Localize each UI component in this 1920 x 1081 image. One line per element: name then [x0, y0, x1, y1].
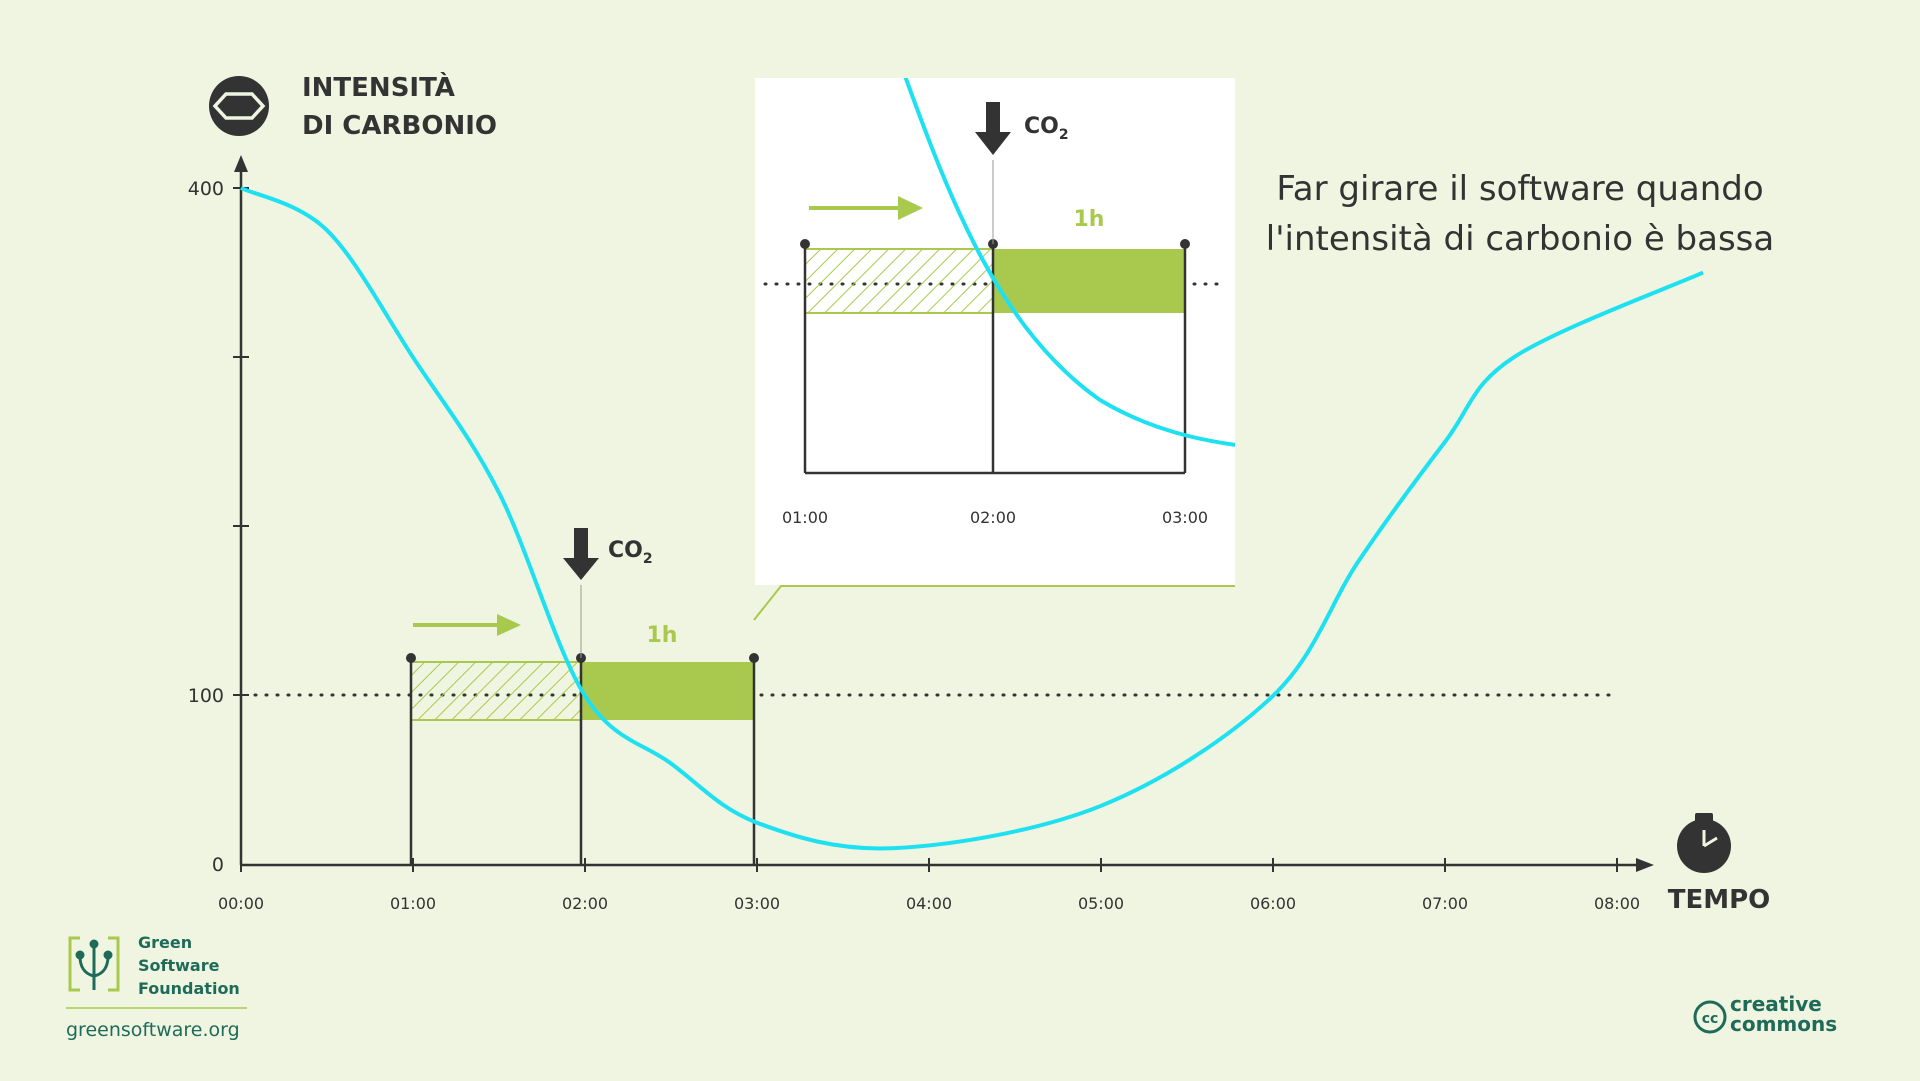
gsf-bracket-left: [68, 936, 80, 992]
gsf-bracket-right: [108, 936, 120, 992]
zoom-inset: 1h CO2 01:00 02:00 03:00: [755, 78, 1235, 585]
shifted-job-bar: [581, 662, 754, 720]
stopwatch-icon: [1677, 813, 1731, 873]
x-axis-arrow: [1636, 858, 1654, 872]
inset-x-tick-label: 02:00: [970, 508, 1016, 527]
y-tick-label-400: 400: [188, 178, 224, 200]
job-point: [749, 653, 759, 663]
co2-down-arrow-icon: [563, 528, 599, 580]
x-axis-title: TEMPO: [1668, 885, 1771, 915]
cc-line2: commons: [1730, 1012, 1837, 1036]
y-tick-label-100: 100: [188, 685, 224, 707]
message-line1: Far girare il software quando: [1276, 169, 1763, 209]
inset-duration-label: 1h: [1074, 207, 1105, 232]
gsf-tree-icon: [75, 939, 113, 990]
cc-badge-icon: [1693, 1000, 1727, 1034]
inset-shift-arrow-icon: [898, 196, 923, 220]
gsf-name-line2: Software: [138, 956, 220, 975]
cc-line1: creative: [1730, 992, 1822, 1016]
inset-carbon-curve: [903, 78, 1235, 447]
original-window-hatched: [410, 661, 582, 721]
x-tick-label: 04:00: [906, 894, 952, 913]
x-tick-label: 02:00: [562, 894, 608, 913]
inset-panel: [755, 78, 1235, 585]
y-axis-title-line1: INTENSITÀ: [302, 71, 455, 103]
x-tick-label: 08:00: [1594, 894, 1640, 913]
inset-co2-label: CO2: [1024, 114, 1069, 143]
y-axis-title-line2: DI CARBONIO: [302, 111, 497, 141]
gsf-name-line3: Foundation: [138, 979, 240, 998]
x-tick-label: 05:00: [1078, 894, 1124, 913]
carbon-intensity-header: INTENSITÀ DI CARBONIO: [209, 71, 497, 141]
axes: 00:00 01:00 02:00 03:00 04:00 05:00 06:00 07:00…: [188, 155, 1654, 913]
gsf-url: greensoftware.org: [66, 1019, 240, 1041]
y-axis-arrow: [234, 155, 248, 172]
inset-job-point: [800, 239, 810, 249]
x-tick-label: 06:00: [1250, 894, 1296, 913]
inset-shifted-job-bar: [993, 249, 1185, 313]
inset-co2-down-arrow-icon: [975, 102, 1011, 155]
inset-connector: [753, 585, 1235, 621]
gsf-name-line1: Green: [138, 933, 192, 952]
x-tick-label: 01:00: [390, 894, 436, 913]
job-duration-label: 1h: [647, 623, 678, 648]
inset-job-point: [1180, 239, 1190, 249]
inset-x-tick-label: 01:00: [782, 508, 828, 527]
x-ticks: 00:00 01:00 02:00 03:00 04:00 05:00 06:00 07:00…: [218, 858, 1640, 913]
message-line2: l'intensità di carbonio è bassa: [1266, 219, 1774, 259]
carbon-intensity-curve: [240, 186, 1704, 851]
job-point: [406, 653, 416, 663]
job-schedule: 1h CO2: [406, 528, 759, 865]
x-tick-label: 07:00: [1422, 894, 1468, 913]
gsf-logo: Green Software Foundation greensoftware.…: [66, 933, 247, 1041]
x-tick-label: 00:00: [218, 894, 264, 913]
hexagon-icon: [212, 92, 266, 120]
co2-label: CO2: [608, 538, 653, 567]
cc-badge-text: cc: [1702, 1011, 1719, 1027]
inset-x-tick-label: 03:00: [1162, 508, 1208, 527]
creative-commons-logo: cc creative commons: [1693, 992, 1837, 1036]
x-tick-label: 03:00: [734, 894, 780, 913]
y-tick-label-0: 0: [212, 854, 224, 876]
hexagon-icon-bg: [209, 76, 269, 136]
shift-arrow-icon: [497, 614, 521, 636]
inset-original-window-hatched: [804, 248, 994, 314]
